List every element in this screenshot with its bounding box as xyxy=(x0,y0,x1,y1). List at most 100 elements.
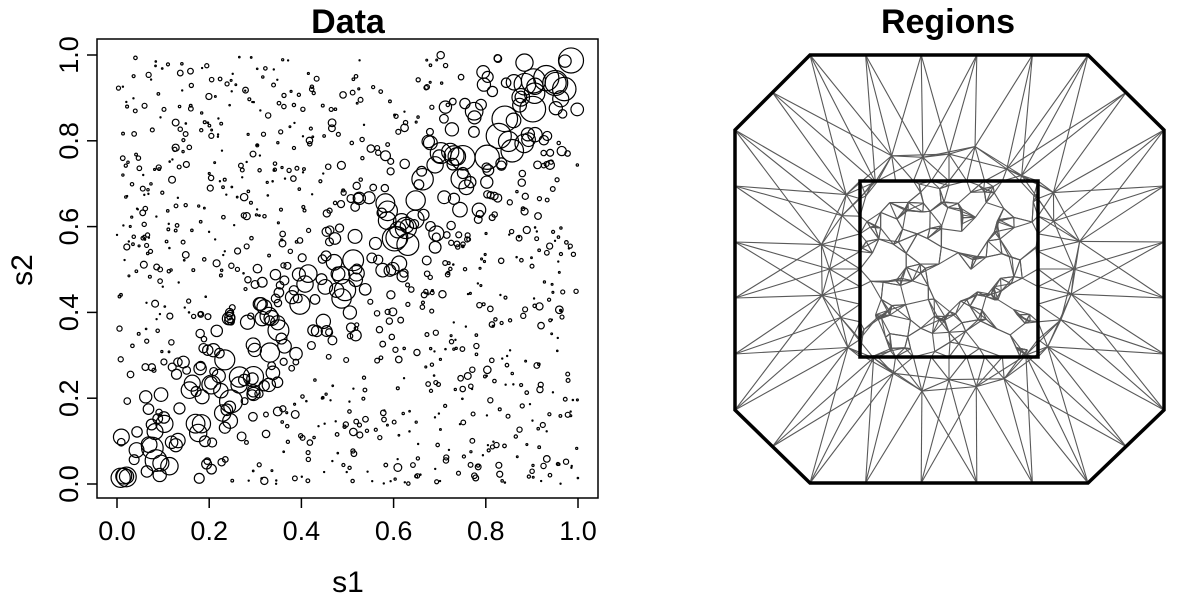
mesh-edge xyxy=(863,319,877,336)
scatter-point xyxy=(514,435,517,438)
scatter-point xyxy=(225,82,229,86)
mesh-edge xyxy=(949,344,959,357)
scatter-point xyxy=(172,159,173,160)
scatter-point xyxy=(266,113,271,118)
mesh-edge xyxy=(944,185,949,201)
mesh-edge xyxy=(920,264,921,273)
scatter-point xyxy=(133,98,134,99)
mesh-edge xyxy=(810,55,875,182)
scatter-point xyxy=(470,451,472,453)
scatter-point xyxy=(177,165,181,169)
scatter-point xyxy=(202,67,203,68)
scatter-point xyxy=(396,387,399,390)
scatter-point xyxy=(554,240,555,241)
scatter-point xyxy=(534,227,535,228)
scatter-point xyxy=(376,327,382,333)
scatter-point xyxy=(500,321,503,324)
mesh-edge xyxy=(1038,269,1074,287)
scatter-point xyxy=(484,366,491,373)
scatter-point xyxy=(365,429,368,432)
mesh-edge xyxy=(735,186,821,245)
scatter-point xyxy=(167,210,169,212)
scatter-point xyxy=(386,318,392,324)
scatter-point xyxy=(148,237,149,238)
regions-panel-title: Regions xyxy=(881,3,1015,41)
scatter-point xyxy=(368,299,373,304)
scatter-point xyxy=(520,404,524,408)
mesh-edge xyxy=(910,320,920,328)
scatter-point xyxy=(551,283,553,285)
scatter-point xyxy=(421,301,424,304)
scatter-point xyxy=(357,432,363,438)
scatter-point xyxy=(563,459,568,464)
mesh-edge xyxy=(901,285,906,304)
scatter-point xyxy=(337,452,338,453)
scatter-point xyxy=(257,209,258,210)
scatter-point xyxy=(353,388,354,389)
mesh-edge xyxy=(897,219,903,229)
mesh-edge xyxy=(773,93,892,156)
scatter-point xyxy=(140,186,145,191)
scatter-point xyxy=(307,228,311,232)
scatter-point xyxy=(236,196,238,198)
scatter-point xyxy=(402,412,404,414)
scatter-point xyxy=(282,93,286,97)
scatter-point xyxy=(363,416,369,422)
scatter-point xyxy=(161,457,178,474)
scatter-point xyxy=(203,121,206,124)
scatter-point xyxy=(576,447,578,449)
scatter-point xyxy=(493,325,494,326)
scatter-point xyxy=(504,482,505,483)
scatter-point xyxy=(247,373,258,384)
scatter-point xyxy=(387,291,395,299)
scatter-point xyxy=(498,408,501,411)
y-axis-label: s2 xyxy=(6,254,39,286)
scatter-point xyxy=(218,134,219,135)
scatter-point xyxy=(286,440,289,443)
scatter-point xyxy=(374,255,383,264)
scatter-point xyxy=(273,69,274,70)
scatter-point xyxy=(181,240,185,244)
scatter-point xyxy=(367,253,377,263)
scatter-point xyxy=(234,225,235,226)
scatter-point xyxy=(387,168,394,175)
mesh-edge xyxy=(1026,355,1088,483)
scatter-point xyxy=(306,451,310,455)
scatter-point xyxy=(129,226,131,228)
scatter-point xyxy=(387,424,389,426)
scatter-point xyxy=(137,166,142,171)
scatter-point xyxy=(144,194,145,195)
scatter-point xyxy=(529,404,530,405)
mesh-edge xyxy=(1038,320,1061,322)
mesh-edge xyxy=(942,208,948,226)
scatter-point xyxy=(511,372,513,374)
scatter-point xyxy=(561,290,565,294)
scatter-point xyxy=(457,471,461,475)
scatter-point xyxy=(411,463,416,468)
scatter-point xyxy=(543,281,545,283)
mesh-edge xyxy=(1002,254,1020,260)
mesh-edge xyxy=(735,317,841,410)
scatter-point xyxy=(462,455,465,458)
scatter-point xyxy=(220,269,222,271)
scatter-point xyxy=(547,243,553,249)
scatter-point xyxy=(403,347,405,349)
scatter-point xyxy=(417,166,427,176)
scatter-point xyxy=(298,188,300,190)
mesh-edge xyxy=(1004,379,1088,483)
scatter-point xyxy=(169,247,170,248)
scatter-point xyxy=(271,470,273,472)
scatter-point xyxy=(458,376,464,382)
mesh-edge xyxy=(997,222,1014,228)
scatter-point xyxy=(235,84,237,86)
scatter-point xyxy=(386,143,390,147)
mesh-edge xyxy=(908,320,911,336)
mesh-edge xyxy=(1048,347,1088,483)
scatter-point xyxy=(154,388,168,402)
scatter-point xyxy=(513,384,514,385)
scatter-point xyxy=(557,146,566,155)
scatter-point xyxy=(224,401,236,413)
scatter-point xyxy=(261,477,268,484)
scatter-point xyxy=(124,164,127,167)
scatter-point xyxy=(223,254,224,255)
